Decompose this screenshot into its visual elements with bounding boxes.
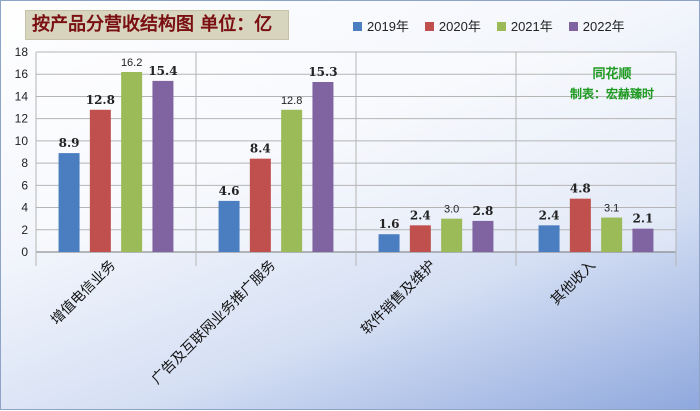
legend-label: 2022年 <box>582 19 625 34</box>
bar <box>218 200 240 252</box>
category-label: 软件销售及维护 <box>358 258 439 339</box>
bar <box>281 109 303 253</box>
data-label: 4.6 <box>219 184 240 198</box>
category-label: 广告及互联网业务推广服务 <box>149 258 279 388</box>
data-label: 15.4 <box>148 64 177 78</box>
watermark-note: 制表：宏赫臻时 <box>569 87 654 101</box>
bar <box>441 218 463 252</box>
data-label: 12.8 <box>281 95 302 107</box>
bar <box>409 225 431 252</box>
bar <box>152 80 174 252</box>
data-label: 15.3 <box>308 65 337 79</box>
y-tick-label: 10 <box>15 134 29 148</box>
legend-swatch <box>496 22 506 31</box>
legend: 2019年 2020年 2021年 2022年 <box>353 15 641 35</box>
y-tick-label: 4 <box>21 201 28 215</box>
y-tick-label: 18 <box>15 45 29 59</box>
data-label: 2.1 <box>633 212 654 226</box>
bar <box>538 225 560 252</box>
y-tick-label: 16 <box>15 67 29 81</box>
legend-label: 2019年 <box>367 19 409 34</box>
legend-item: 2019年 <box>353 16 409 35</box>
bar <box>378 234 400 252</box>
y-tick-label: 0 <box>21 245 28 259</box>
legend-item: 2022年 <box>568 16 625 35</box>
bar <box>601 217 623 252</box>
bar <box>121 72 143 252</box>
watermark-brand: 同花顺 <box>592 67 632 82</box>
y-tick-label: 2 <box>21 223 28 237</box>
watermark: 同花顺 制表：宏赫臻时 <box>537 65 687 103</box>
data-label: 3.1 <box>604 203 619 215</box>
y-tick-label: 14 <box>15 89 29 103</box>
data-label: 1.6 <box>379 217 400 231</box>
bar <box>472 220 494 252</box>
legend-swatch <box>568 22 578 31</box>
category-label: 增值电信业务 <box>48 258 119 329</box>
category-label: 其他收入 <box>548 258 599 309</box>
legend-swatch <box>353 22 362 31</box>
legend-label: 2021年 <box>510 19 553 34</box>
legend-label: 2020年 <box>438 19 481 34</box>
bar <box>312 82 334 252</box>
bar <box>58 153 80 252</box>
legend-item: 2021年 <box>496 16 553 35</box>
data-label: 16.2 <box>121 57 142 69</box>
data-label: 2.4 <box>539 208 560 222</box>
y-tick-label: 6 <box>21 178 28 192</box>
chart-title: 按产品分营收结构图 单位：亿 <box>25 10 289 40</box>
bar <box>249 158 271 252</box>
data-label: 12.8 <box>86 93 115 107</box>
legend-swatch <box>424 22 434 31</box>
data-label: 3.0 <box>444 204 459 216</box>
y-tick-label: 8 <box>21 156 28 170</box>
data-label: 8.9 <box>59 136 80 150</box>
y-tick-label: 12 <box>15 112 29 126</box>
bar <box>569 198 591 252</box>
legend-item: 2020年 <box>424 16 481 35</box>
bar <box>89 109 111 253</box>
data-label: 2.4 <box>410 208 431 222</box>
bar <box>632 228 654 252</box>
data-label: 8.4 <box>250 142 271 156</box>
data-label: 2.8 <box>473 204 494 218</box>
data-label: 4.8 <box>570 182 591 196</box>
